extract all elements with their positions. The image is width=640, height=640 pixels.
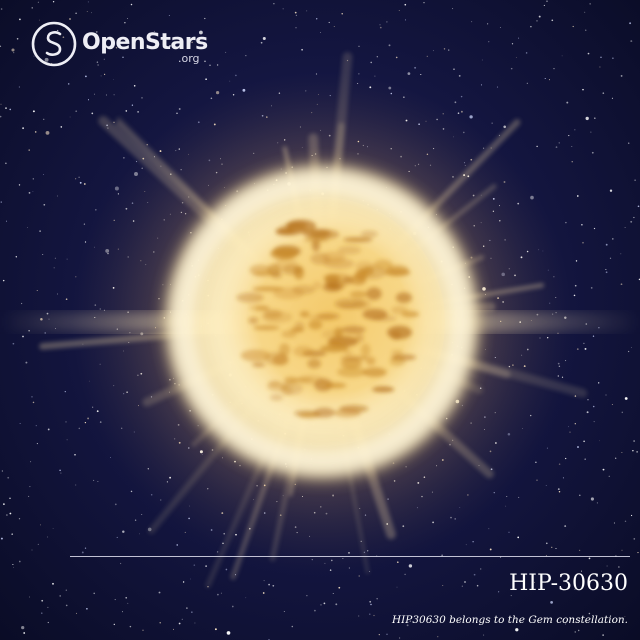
openstars-logo-icon	[31, 21, 77, 67]
star-caption: HIP30630 belongs to the Gem constellatio…	[391, 614, 628, 626]
brand-name: OpenStars	[82, 30, 208, 55]
brand-suffix: .org	[178, 52, 200, 65]
star-surface	[169, 169, 475, 475]
star-name: HIP-30630	[509, 571, 628, 596]
openstars-logo[interactable]: OpenStars .org	[30, 20, 210, 68]
caption-divider	[70, 556, 630, 557]
